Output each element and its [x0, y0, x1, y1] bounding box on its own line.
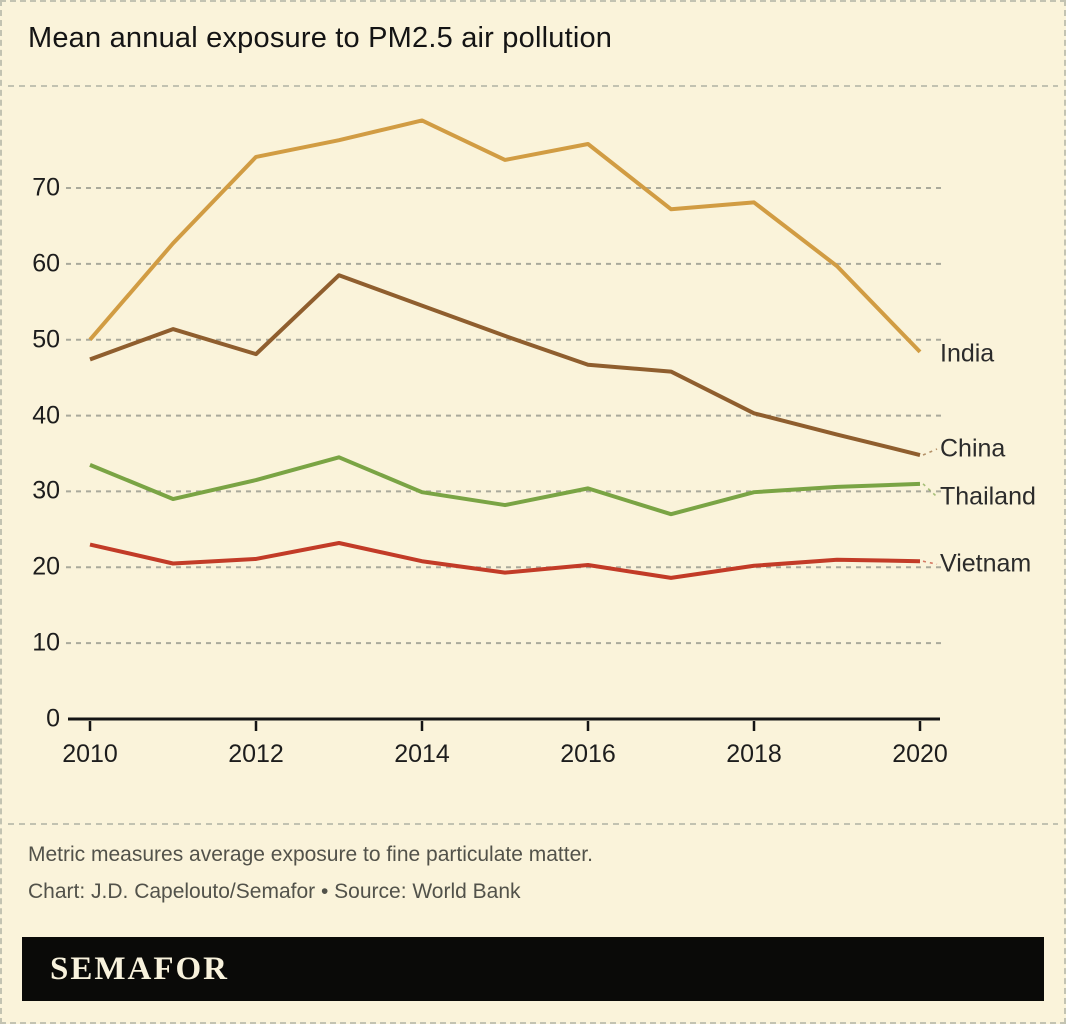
y-axis-label-50: 50	[32, 325, 60, 354]
x-axis-label-2018: 2018	[726, 740, 782, 768]
series-line-china	[89, 273, 921, 457]
y-axis-label-30: 30	[32, 476, 60, 505]
series-line-vietnam	[89, 541, 921, 580]
semafor-logo-bar: SEMAFOR	[22, 937, 1044, 1001]
page-title: Mean annual exposure to PM2.5 air pollut…	[28, 22, 613, 54]
series-label-thailand: Thailand	[940, 482, 1036, 511]
x-axis-label-2014: 2014	[394, 740, 450, 768]
x-axis-label-2010: 2010	[62, 740, 118, 768]
series-line-thailand	[89, 455, 921, 517]
x-axis-label-2012: 2012	[228, 740, 284, 768]
series-label-india: India	[940, 339, 995, 368]
leader-line-china	[922, 448, 938, 456]
series-label-vietnam: Vietnam	[940, 549, 1032, 578]
x-axis-label-2016: 2016	[560, 740, 616, 768]
y-axis-label-60: 60	[32, 249, 60, 278]
footnote-text: Metric measures average exposure to fine…	[28, 843, 593, 866]
y-axis-label-70: 70	[32, 173, 60, 202]
semafor-logo: SEMAFOR	[50, 950, 229, 987]
y-axis-label-40: 40	[32, 401, 60, 430]
y-axis-label-10: 10	[32, 628, 60, 657]
series-label-china: China	[940, 434, 1006, 463]
leader-line-vietnam	[922, 560, 938, 565]
y-axis-label-20: 20	[32, 552, 60, 581]
credit-source-text: Chart: J.D. Capelouto/Semafor • Source: …	[28, 880, 521, 903]
leader-line-thailand	[922, 483, 938, 498]
x-axis-label-2020: 2020	[892, 740, 948, 768]
y-axis-label-0: 0	[46, 704, 60, 733]
series-line-india	[88, 118, 922, 354]
